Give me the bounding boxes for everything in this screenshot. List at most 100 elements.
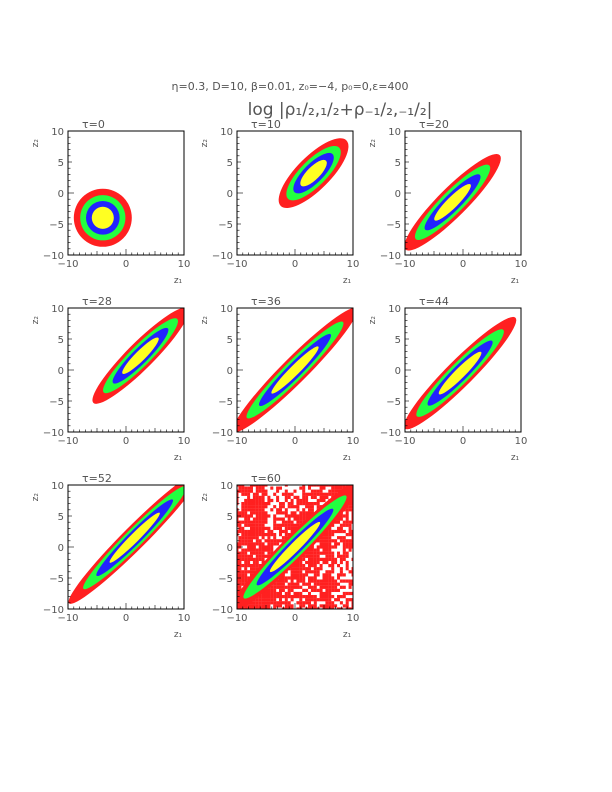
y-tick-label: −5 xyxy=(49,220,64,231)
noise-cell xyxy=(238,579,242,583)
noise-cell xyxy=(244,548,248,552)
noise-cell xyxy=(276,579,280,583)
noise-cell xyxy=(278,585,283,589)
noise-cell xyxy=(278,598,283,602)
y-tick-label: −5 xyxy=(218,220,233,231)
noise-cell xyxy=(348,539,352,543)
noise-cell xyxy=(296,607,300,609)
noise-cell xyxy=(276,498,280,503)
noise-cell xyxy=(267,607,271,609)
noise-cell xyxy=(296,517,300,521)
panel-0: −10 0 10 −10 −5 0 5 10 τ=0 z₁ z₂ xyxy=(31,118,190,286)
noise-cell xyxy=(328,598,332,602)
noise-cell xyxy=(325,536,329,540)
noise-cell xyxy=(238,582,242,586)
x-tick-label: 0 xyxy=(123,259,129,270)
noise-cell xyxy=(281,523,285,527)
noise-cell xyxy=(293,511,297,515)
y-tick-label: 0 xyxy=(58,366,64,377)
noise-cell xyxy=(336,594,341,599)
noise-cell xyxy=(270,588,274,593)
noise-cell xyxy=(247,508,251,512)
noise-cell xyxy=(342,604,346,608)
noise-cell xyxy=(281,582,285,586)
noise-cell xyxy=(342,523,346,527)
noise-cell xyxy=(313,579,317,583)
x-tick-label: 10 xyxy=(347,259,360,270)
noise-cell xyxy=(313,485,317,487)
noise-cell xyxy=(331,545,335,549)
noise-cell xyxy=(319,591,323,596)
contour-level-yellow xyxy=(300,159,327,187)
noise-cell xyxy=(273,542,277,546)
noise-cell xyxy=(249,557,254,562)
noise-cell xyxy=(302,554,306,558)
x-tick-label: −10 xyxy=(394,259,415,270)
noise-cell xyxy=(293,489,297,493)
noise-cell xyxy=(290,511,294,515)
noise-cell xyxy=(313,604,317,608)
noise-cell xyxy=(281,579,285,583)
noise-cell xyxy=(302,601,306,605)
noise-cell xyxy=(307,585,312,589)
noise-cell xyxy=(351,601,353,605)
noise-cell xyxy=(264,511,268,515)
noise-cell xyxy=(313,588,317,593)
noise-cell xyxy=(287,514,291,518)
y-axis-label: z₂ xyxy=(31,316,41,325)
noise-cell xyxy=(287,505,291,509)
noise-cell xyxy=(348,570,352,574)
noise-cell xyxy=(316,545,320,549)
noise-cell xyxy=(287,576,291,580)
noise-cell xyxy=(319,567,323,571)
y-tick-label: −5 xyxy=(49,574,64,585)
noise-cell xyxy=(238,567,242,571)
y-tick-label: −10 xyxy=(380,251,401,262)
noise-cell xyxy=(293,505,297,509)
noise-cell xyxy=(264,526,268,531)
noise-cell xyxy=(322,579,326,583)
noise-cell xyxy=(339,585,343,589)
noise-cell xyxy=(296,520,300,524)
noise-cell xyxy=(307,601,312,605)
noise-cell xyxy=(310,551,314,555)
y-tick-label: 0 xyxy=(227,543,233,554)
noise-cell xyxy=(351,591,353,596)
noise-cell xyxy=(305,511,309,515)
noise-cell xyxy=(331,485,335,487)
panel-7: −10 0 10 −10 −5 0 5 10 τ=60 z₁ z₂ xyxy=(200,472,359,640)
noise-cell xyxy=(310,505,314,509)
noise-cell xyxy=(267,495,271,500)
noise-cell xyxy=(313,554,317,558)
noise-cell xyxy=(339,526,343,531)
x-axis-label: z₁ xyxy=(343,453,352,463)
contour-stack-0 xyxy=(73,188,132,247)
noise-cell xyxy=(249,554,254,558)
panel-1: −10 0 10 −10 −5 0 5 10 τ=10 z₁ z₂ xyxy=(200,118,359,286)
noise-cell xyxy=(249,505,254,509)
noise-cell xyxy=(261,523,265,527)
noise-cell xyxy=(261,601,265,605)
noise-cell xyxy=(258,532,262,537)
noise-cell xyxy=(293,585,297,589)
noise-cell xyxy=(238,573,242,577)
noise-cell xyxy=(273,582,277,586)
noise-cell xyxy=(313,582,317,586)
noise-cell xyxy=(247,536,251,540)
noise-cell xyxy=(258,485,262,487)
noise-cell xyxy=(281,492,285,496)
noise-cell xyxy=(238,557,242,562)
noise-cell xyxy=(287,591,291,596)
noise-cell xyxy=(296,573,300,577)
noise-cell xyxy=(244,554,248,558)
noise-cell xyxy=(305,514,309,518)
noise-cell xyxy=(281,501,285,506)
noise-cell xyxy=(247,604,251,608)
noise-cell xyxy=(336,520,341,524)
noise-cell xyxy=(316,560,320,565)
noise-cell xyxy=(290,570,294,574)
noise-cell xyxy=(302,511,306,515)
x-tick-label: −10 xyxy=(394,436,415,447)
noise-cell xyxy=(267,601,271,605)
noise-cell xyxy=(345,514,349,518)
